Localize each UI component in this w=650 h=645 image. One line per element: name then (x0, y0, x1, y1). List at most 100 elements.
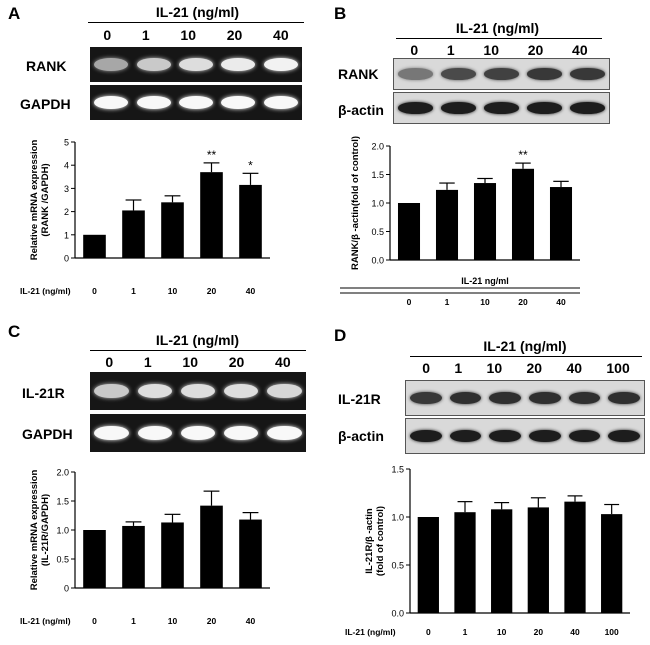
bar (239, 184, 262, 258)
blot-band (449, 391, 482, 405)
panel-b-blot-row-1 (393, 58, 610, 90)
x-prefix-label: IL-21 (ng/ml) (20, 286, 71, 296)
blot-band (136, 95, 171, 110)
lane-label: 20 (228, 354, 245, 370)
blot-band (223, 383, 259, 399)
blot-band (528, 391, 561, 405)
blot-band (484, 102, 519, 114)
lane-label: 0 (103, 27, 112, 43)
bar (161, 522, 184, 588)
blot-band (398, 102, 433, 114)
x-category-label: 10 (497, 627, 507, 637)
panel-a-lanes: 0 1 10 20 40 (88, 27, 304, 43)
blot-band (608, 391, 641, 405)
blot-band (137, 425, 173, 441)
y-tick-label: 0.0 (391, 609, 404, 619)
y-axis-label-line: RANK/β -actin(fold of control) (350, 136, 361, 270)
lane-label: 100 (606, 360, 630, 376)
y-tick-label: 0.5 (371, 227, 384, 237)
x-category-label: 1 (463, 627, 468, 637)
blot-band (441, 102, 476, 114)
blot-band (441, 68, 476, 80)
blot-band (484, 68, 519, 80)
blot-band (398, 68, 433, 80)
panel-c-chart: 0 0.5 1.0 1.5 2.0 Relative mRNA expression(IL… (20, 468, 270, 626)
x-category-label: 1 (131, 286, 136, 296)
blot-band (221, 95, 256, 110)
y-tick-label: 1.5 (371, 170, 384, 180)
blot-band (94, 383, 129, 399)
lane-label: 10 (486, 360, 503, 376)
y-axis-label: Relative mRNA expression(IL-21R/GAPDH) (29, 470, 51, 591)
lane-label: 1 (141, 27, 150, 43)
y-tick-label: 2.0 (56, 468, 69, 478)
panel-d-header: IL-21 (ng/ml) (483, 338, 567, 354)
bar (454, 512, 476, 613)
bar (564, 501, 586, 613)
bar (417, 517, 439, 613)
blot-band (94, 95, 129, 110)
panel-d-chart: 0.0 0.5 1.0 1.5 IL-21R/β -actin(fold of cont… (345, 465, 630, 637)
bar (83, 530, 106, 588)
panel-b-chart: 0.0 0.5 1.0 1.5 2.0 RANK/β -actin(fold of con… (340, 136, 580, 307)
lane-label: 20 (526, 360, 543, 376)
panel-c-header: IL-21 (ng/ml) (155, 332, 240, 348)
y-tick-label: 1.0 (56, 526, 69, 536)
x-category-label: 0 (426, 627, 431, 637)
y-tick-label: 0.5 (391, 561, 404, 571)
lane-label: 40 (273, 27, 289, 43)
bar (83, 234, 106, 258)
bar (511, 168, 535, 260)
panel-b-row-label: RANK (338, 66, 379, 82)
bar (200, 172, 223, 258)
significance-label: * (248, 158, 253, 172)
blot-band (267, 383, 302, 399)
x-category-label: 0 (92, 286, 97, 296)
x-category-label: 20 (207, 286, 217, 296)
x-category-label: 10 (480, 297, 490, 307)
panel-c-label: C (8, 322, 21, 341)
blot-band (180, 383, 216, 399)
x-prefix-label: IL-21 (ng/ml) (345, 627, 396, 637)
blot-band (608, 429, 641, 443)
panel-a-row-label: RANK (26, 58, 67, 74)
y-tick-label: 5 (64, 138, 69, 148)
x-category-label: 20 (518, 297, 528, 307)
blot-band (489, 429, 522, 443)
panel-a-label: A (8, 4, 21, 23)
x-category-label: 100 (605, 627, 619, 637)
x-category-label: 40 (556, 297, 566, 307)
lane-label: 1 (446, 42, 455, 58)
y-tick-label: 1.0 (371, 199, 384, 209)
blot-band (179, 57, 213, 72)
lane-label: 20 (527, 42, 544, 58)
y-axis-label: Relative mRNA expression(RANK /GAPDH) (29, 140, 51, 261)
x-category-label: 20 (207, 616, 217, 626)
x-category-label: 1 (131, 616, 136, 626)
lane-label: 10 (180, 27, 196, 43)
blot-band (180, 425, 216, 441)
lane-label: 1 (454, 360, 463, 376)
x-prefix-label: IL-21 (ng/ml) (20, 616, 71, 626)
lane-label: 40 (275, 354, 291, 370)
y-axis-label-line: (fold of control) (375, 506, 386, 576)
lane-label: 0 (410, 42, 419, 58)
blot-band (527, 68, 562, 80)
y-axis-label: IL-21R/β -actin(fold of control) (364, 506, 386, 576)
bar (200, 505, 223, 588)
x-axis-label: IL-21 ng/ml (461, 276, 509, 286)
lane-label: 0 (422, 360, 430, 376)
panel-c-lanes: 0 1 10 20 40 (90, 354, 306, 370)
bar (491, 509, 513, 613)
panel-d-row-label: IL-21R (338, 391, 381, 407)
bar (239, 519, 262, 588)
lane-label: 20 (226, 27, 243, 43)
lane-label: 10 (182, 354, 198, 370)
panel-a-header: IL-21 (ng/ml) (155, 4, 240, 20)
panel-a-chart: 0 1 2 3 4 5 Relative mRNA expression(RANK /GAP… (20, 138, 270, 296)
significance-label: ** (207, 148, 217, 162)
x-category-label: 40 (246, 616, 256, 626)
lane-label: 10 (483, 42, 499, 58)
x-category-label: 1 (445, 297, 450, 307)
panel-b-header: IL-21 (ng/ml) (455, 20, 540, 36)
